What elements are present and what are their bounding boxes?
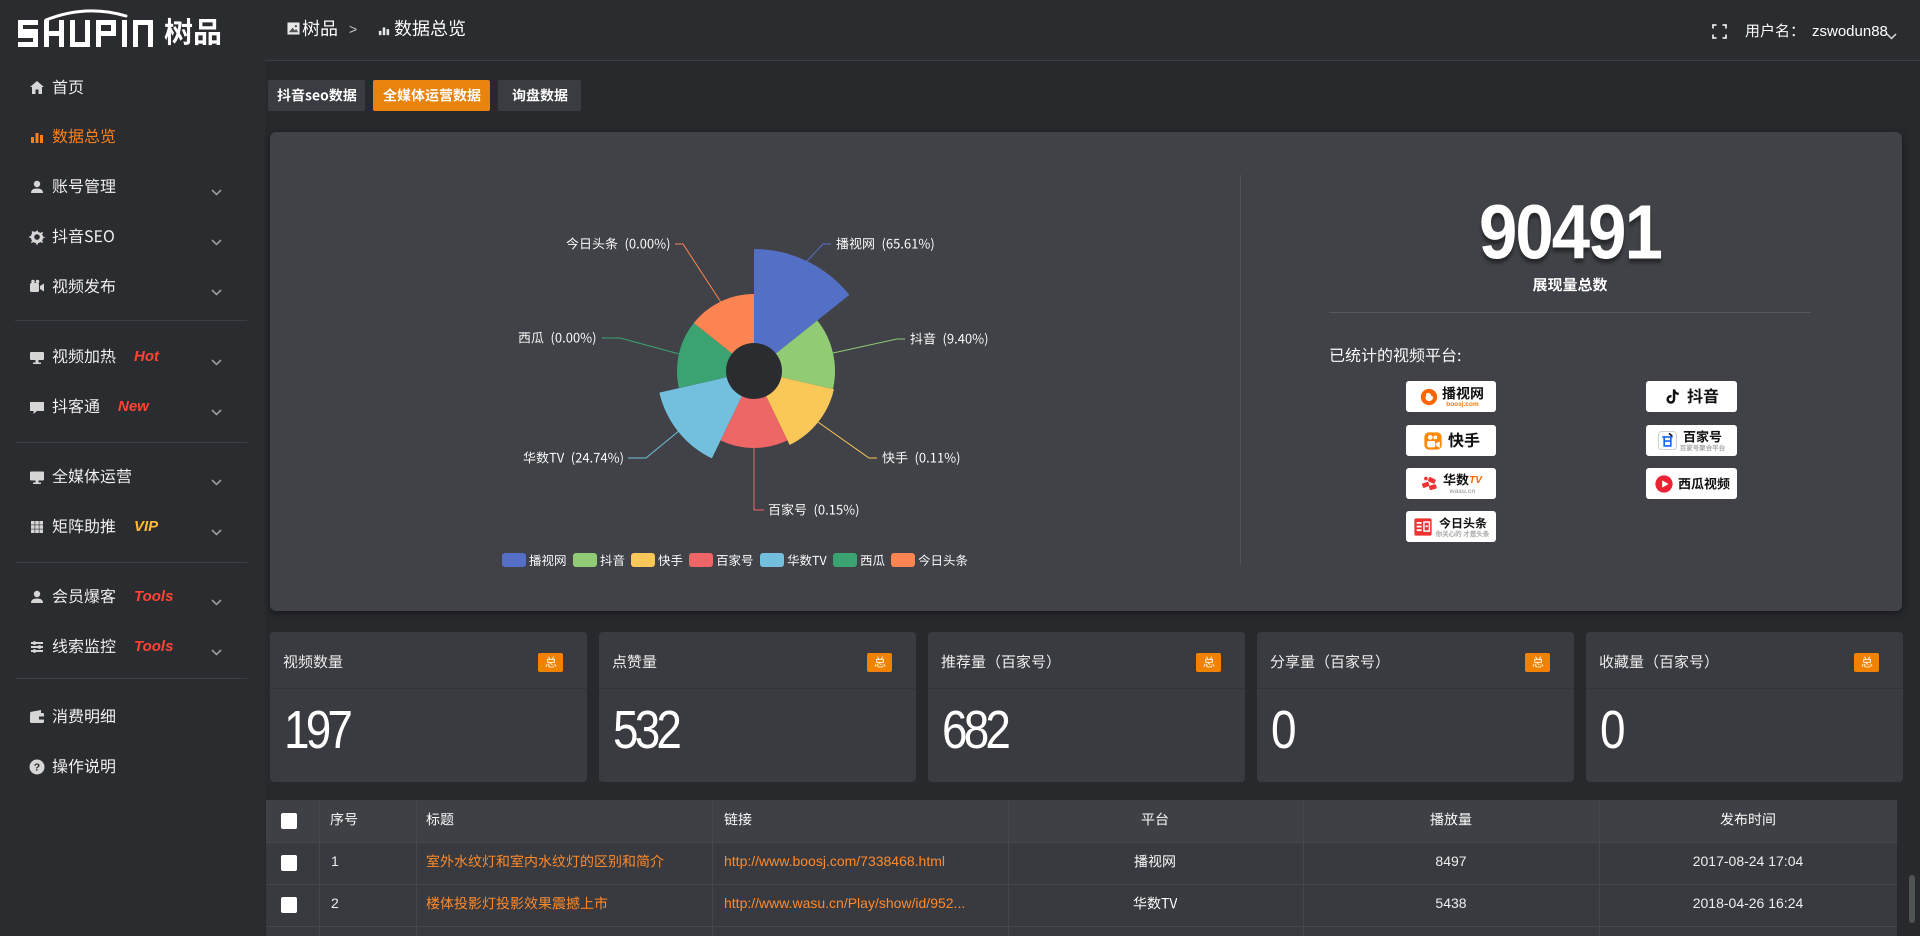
svg-text:?: ? xyxy=(34,762,40,774)
